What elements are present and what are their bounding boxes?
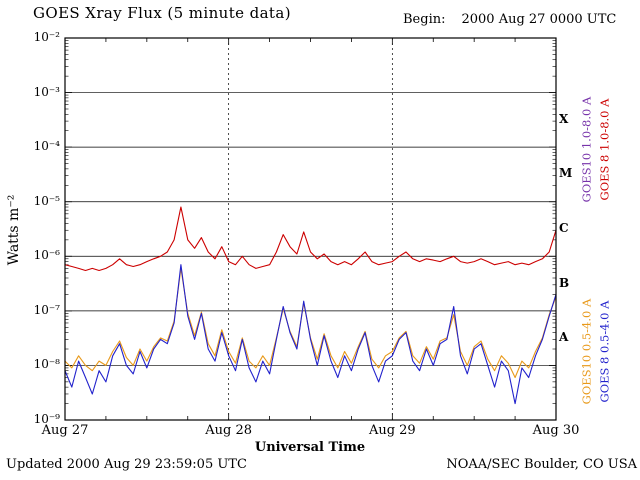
begin-value: 2000 Aug 27 0000 UTC [461, 12, 617, 27]
goes8-short-series [64, 264, 557, 405]
plot-frame [64, 37, 557, 421]
begin-time: Begin: 2000 Aug 27 0000 UTC [403, 12, 616, 27]
legend-goes10-0-5-4-0-a: GOES10 0.5-4.0 A [579, 298, 594, 405]
flare-class-c: C [559, 221, 569, 235]
x-tick-label: Aug 29 [368, 423, 416, 438]
y-tick-label: 10⁻³ [33, 84, 60, 99]
legend-goes-8-1-0-8-0-a: GOES 8 1.0-8.0 A [597, 98, 612, 201]
legend-goes10-1-0-8-0-a: GOES10 1.0-8.0 A [579, 96, 594, 203]
source-credit: NOAA/SEC Boulder, CO USA [446, 457, 637, 472]
y-tick-label: 10⁻⁵ [33, 193, 60, 208]
flare-class-b: B [559, 275, 570, 290]
x-tick-label: Aug 30 [532, 423, 580, 438]
x-tick-label: Aug 28 [205, 423, 253, 438]
y-tick-label: 10⁻⁴ [33, 139, 60, 154]
legend-goes-8-0-5-4-0-a: GOES 8 0.5-4.0 A [597, 300, 612, 403]
begin-label: Begin: [403, 12, 446, 27]
x-axis-label: Universal Time [254, 440, 366, 455]
flare-class-x: X [559, 111, 569, 126]
flare-class-m: M [559, 166, 573, 181]
x-tick-label: Aug 27 [41, 423, 89, 438]
flare-class-a: A [559, 330, 569, 345]
goes10-short-series [64, 267, 557, 379]
y-tick-label: 10⁻⁶ [33, 248, 60, 263]
y-tick-label: 10⁻² [33, 30, 60, 44]
updated-timestamp: Updated 2000 Aug 29 23:59:05 UTC [6, 457, 247, 472]
y-tick-label: 10⁻⁸ [33, 357, 60, 372]
y-tick-label: 10⁻⁹ [33, 412, 60, 426]
goes8-long-series [64, 206, 557, 272]
chart-title: GOES Xray Flux (5 minute data) [33, 4, 291, 22]
y-tick-label: 10⁻⁷ [33, 302, 60, 317]
